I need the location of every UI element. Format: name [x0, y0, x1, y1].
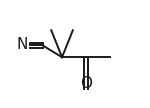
Text: N: N: [17, 37, 28, 52]
Text: O: O: [80, 76, 92, 91]
